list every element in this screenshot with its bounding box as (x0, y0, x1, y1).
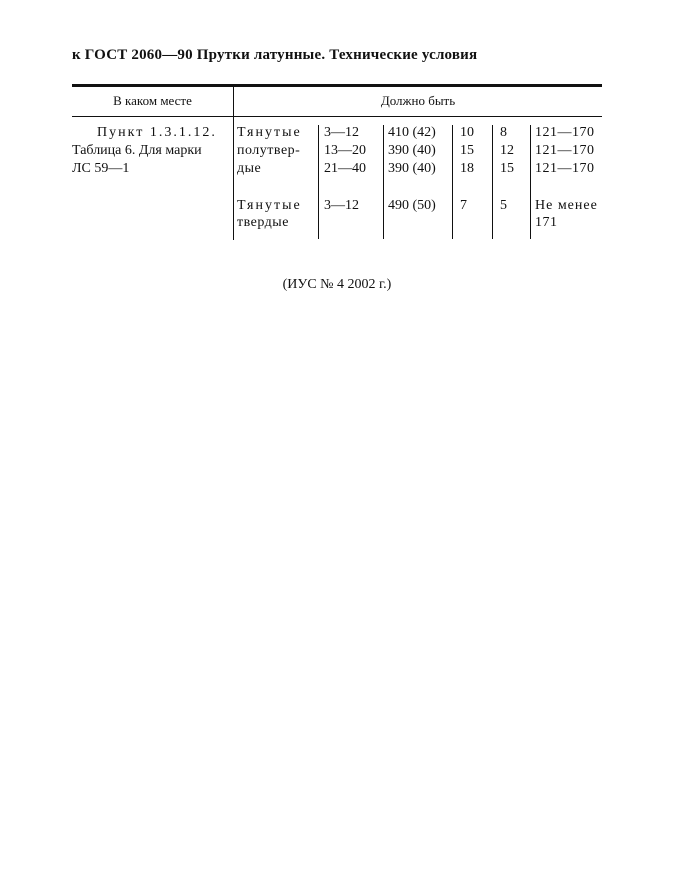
cell-hardness: 121—170 (535, 161, 595, 176)
cell-elongation2: 5 (500, 198, 507, 213)
cell-elongation2: 15 (500, 161, 514, 176)
amendment-note: (ИУС № 4 2002 г.) (282, 277, 392, 292)
cell-elongation: 7 (460, 198, 467, 213)
state-label: Тянутые (237, 198, 302, 213)
where-line: Пункт 1.3.1.12. (97, 125, 217, 140)
column-divider (530, 125, 531, 239)
state-label: твердые (237, 215, 289, 230)
column-header-where: В каком месте (113, 93, 192, 108)
state-label: Тянутые (237, 125, 302, 140)
cell-hardness: 121—170 (535, 125, 595, 140)
column-header-should-be: Должно быть (380, 93, 456, 108)
cell-strength: 490 (50) (388, 198, 436, 213)
cell-hardness: Не менее (535, 198, 598, 213)
cell-strength: 390 (40) (388, 161, 436, 176)
column-divider (233, 86, 234, 240)
column-divider (383, 125, 384, 239)
column-divider (318, 125, 319, 239)
cell-elongation: 18 (460, 161, 474, 176)
table-top-rule (72, 84, 602, 87)
cell-strength: 390 (40) (388, 143, 436, 158)
cell-hardness: 121—170 (535, 143, 595, 158)
where-line: Таблица 6. Для марки (72, 143, 202, 158)
cell-elongation: 15 (460, 143, 474, 158)
cell-elongation2: 8 (500, 125, 507, 140)
where-line: ЛС 59—1 (72, 161, 130, 176)
column-divider (492, 125, 493, 239)
header-rule (72, 116, 602, 117)
cell-diameter: 21—40 (324, 161, 366, 176)
cell-diameter: 3—12 (324, 198, 359, 213)
state-label: дые (237, 161, 262, 176)
cell-elongation: 10 (460, 125, 474, 140)
page-title: к ГОСТ 2060—90 Прутки латунные. Техничес… (72, 47, 478, 63)
column-divider (452, 125, 453, 239)
cell-strength: 410 (42) (388, 125, 436, 140)
cell-hardness-continued: 171 (535, 215, 558, 230)
cell-diameter: 3—12 (324, 125, 359, 140)
cell-diameter: 13—20 (324, 143, 366, 158)
cell-elongation2: 12 (500, 143, 514, 158)
state-label: полутвер- (237, 143, 301, 158)
